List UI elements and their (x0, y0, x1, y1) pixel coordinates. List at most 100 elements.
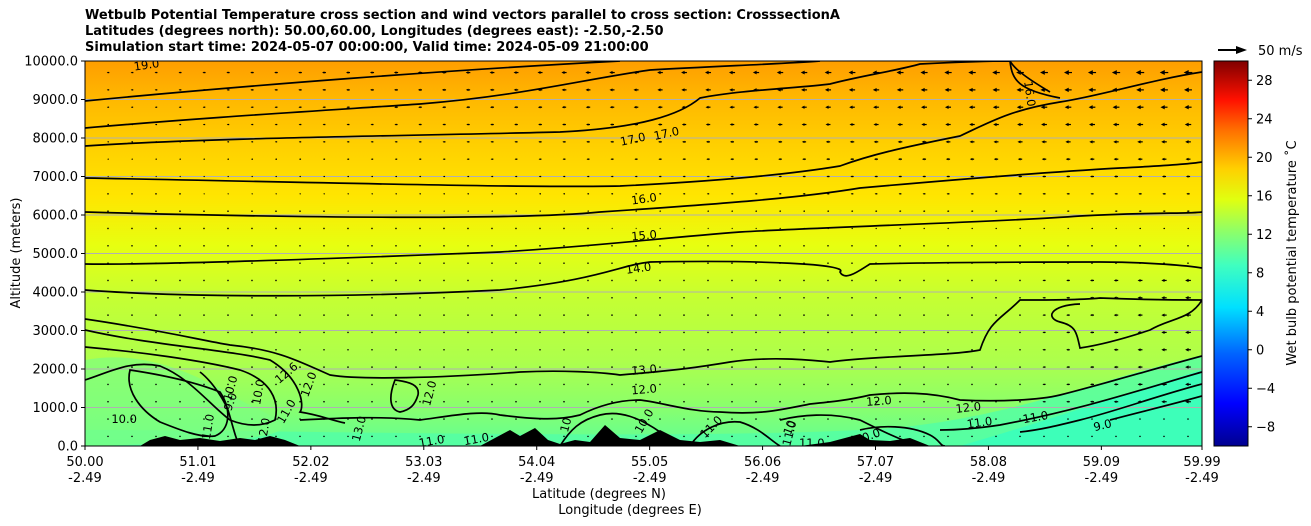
wind-vector-head (993, 122, 997, 127)
wind-vector-head (130, 123, 133, 126)
wind-vector-head (562, 193, 565, 195)
wind-vector-head (1185, 140, 1189, 144)
wind-vector (323, 245, 325, 247)
wind-vector (107, 296, 109, 299)
wind-vector (1091, 245, 1093, 247)
wind-vector (299, 400, 301, 403)
wind-vector-head (1042, 210, 1045, 212)
wind-vector (683, 279, 685, 282)
wind-vector (179, 418, 181, 420)
wind-vector-head (107, 158, 109, 160)
wind-vector (203, 296, 205, 299)
wind-vector-head (298, 123, 301, 126)
x-tick-label-lat: 51.01 (179, 455, 216, 470)
wind-vector (659, 418, 661, 420)
title-line-2: Latitudes (degrees north): 50.00,60.00, … (85, 24, 664, 39)
quiver-key: 50 m/s (1218, 44, 1303, 59)
wind-vector (251, 210, 253, 212)
wind-vector-head (803, 228, 805, 229)
wind-vector-head (707, 228, 709, 229)
wind-vector (419, 296, 421, 299)
wind-vector (275, 279, 277, 282)
wind-vector-head (1184, 122, 1189, 127)
wind-vector (899, 279, 901, 282)
y-tick-label: 8000.0 (33, 132, 79, 147)
wind-vector-head (1066, 279, 1069, 282)
wind-vector-head (395, 210, 397, 212)
wind-vector-head (489, 88, 493, 92)
wind-vector-head (705, 105, 709, 109)
wind-vector (323, 400, 325, 403)
wind-vector (299, 418, 301, 420)
wind-vector-head (251, 193, 253, 195)
wind-vector (299, 331, 301, 334)
wind-vectors (106, 70, 1193, 438)
wind-vector (947, 245, 949, 247)
contour-label: 10 (780, 418, 798, 437)
wind-vector-head (346, 158, 349, 160)
wind-vector-head (1018, 192, 1021, 195)
x-axis: 50.00-2.4951.01-2.4952.02-2.4953.03-2.49… (66, 446, 1221, 486)
wind-vector-head (753, 123, 757, 126)
wind-vector-head (585, 88, 589, 92)
wind-vector (227, 279, 229, 282)
wind-vector-head (370, 88, 373, 91)
wind-vector (707, 314, 709, 316)
wind-vector-head (1138, 210, 1141, 212)
wind-vector-head (347, 193, 349, 195)
wind-vector-head (995, 227, 997, 229)
wind-vector-head (802, 175, 805, 178)
wind-vector (875, 314, 877, 316)
wind-vector (323, 296, 325, 299)
wind-vector (707, 279, 709, 282)
x-tick-label-lat: 55.05 (631, 455, 668, 470)
wind-vector-head (1090, 210, 1093, 212)
wind-vector-head (538, 140, 541, 143)
wind-vector-head (562, 158, 565, 161)
wind-vector-head (250, 88, 253, 91)
colorbar-tick-label: 0 (1256, 343, 1264, 358)
wind-vector-head (994, 210, 997, 212)
wind-vector-head (442, 140, 445, 143)
wind-vector-head (394, 123, 397, 126)
y-axis: 0.0 1000.0 2000.0 3000.0 4000.0 5000.0 6000.0 7… (24, 55, 85, 455)
contour-10-cell (128, 369, 229, 438)
wind-vector (971, 348, 973, 351)
wind-vector (659, 279, 661, 282)
wind-vector (203, 331, 205, 334)
wind-vector (635, 418, 637, 420)
wind-vector (803, 245, 805, 247)
wind-vector (275, 227, 277, 230)
wind-vector (755, 418, 757, 420)
wind-vector-head (1112, 122, 1117, 127)
wind-vector (755, 383, 757, 386)
wind-vector (515, 418, 517, 420)
wind-vector (107, 314, 109, 316)
wind-vector-head (514, 175, 517, 178)
wind-vector (251, 366, 253, 368)
wind-vector (611, 435, 613, 438)
wind-vector-head (683, 210, 685, 212)
contour-12 (85, 297, 1202, 379)
wind-vector (923, 418, 925, 420)
wind-vector-head (178, 71, 181, 74)
wind-vector (275, 245, 277, 247)
wind-vector (203, 227, 205, 230)
wind-vector-head (251, 176, 253, 177)
wind-vector (347, 418, 349, 420)
wind-vector-head (730, 158, 733, 161)
wind-vector-head (633, 123, 637, 126)
chart-title: Wetbulb Potential Temperature cross sect… (85, 8, 840, 56)
wind-vector-head (634, 193, 637, 195)
wind-vector (827, 262, 829, 264)
wind-vector (851, 262, 853, 264)
wind-vector (155, 210, 157, 212)
wind-vector-head (1066, 365, 1069, 369)
wind-vector-head (1041, 122, 1045, 127)
wind-vector-head (635, 210, 637, 212)
wind-vector (899, 383, 901, 386)
wind-vector-head (1040, 105, 1045, 110)
contour-label: 12.0 (866, 393, 893, 409)
wind-vector-head (275, 193, 277, 195)
wind-vector (419, 348, 421, 351)
